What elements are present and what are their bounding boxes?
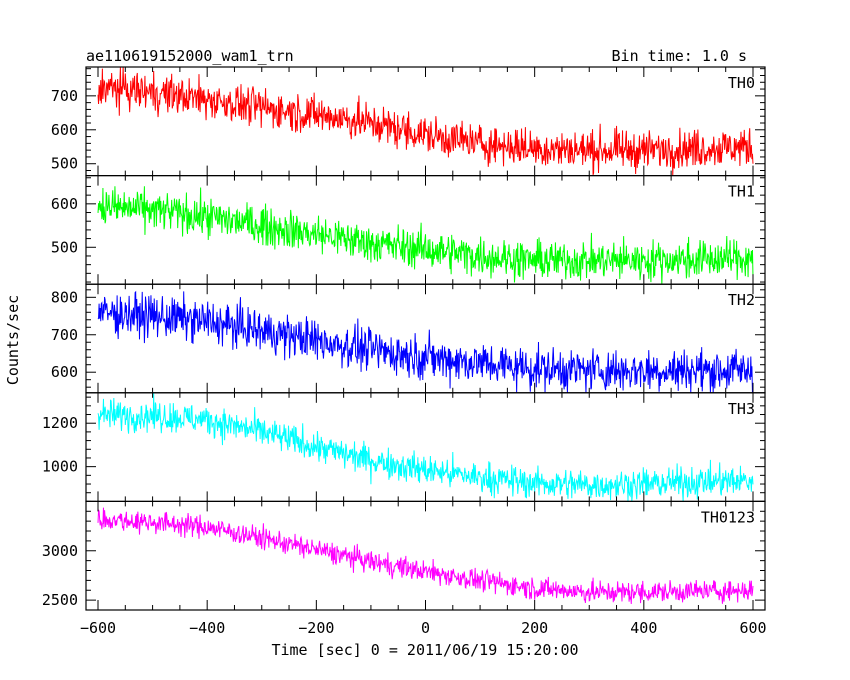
series-line-th1 [97, 186, 754, 285]
y-tick-label: 500 [51, 155, 78, 173]
panel-th2: 600 700 800 TH2 [51, 283, 766, 394]
x-tick-label: 600 [739, 619, 766, 637]
x-tick-label: −200 [298, 619, 334, 637]
y-tick-label: 1000 [42, 458, 78, 476]
y-tick-label: 3000 [42, 542, 78, 560]
series-line-th0123 [97, 507, 754, 605]
y-tick-label: 600 [51, 363, 78, 381]
panels-group: 500 600 700 TH0 500 600 TH1 600 700 800 TH2 1000 120… [42, 66, 766, 611]
x-tick-label: 0 [421, 619, 430, 637]
panel-th0123: 2500 3000 TH0123 [42, 500, 766, 611]
y-tick-label: 600 [51, 195, 78, 213]
y-tick-label: 500 [51, 238, 78, 256]
y-axis-label: Counts/sec [4, 295, 22, 385]
series-line-th0 [97, 66, 754, 176]
panel-label-th2: TH2 [728, 291, 755, 309]
x-tick-label: −600 [80, 619, 116, 637]
panel-th1: 500 600 TH1 [51, 175, 766, 285]
x-tick-label: 400 [630, 619, 657, 637]
x-tick-label: −400 [189, 619, 225, 637]
x-axis: −600 −400 −200 0 200 400 600 [80, 619, 767, 637]
panel-th0: 500 600 700 TH0 [51, 66, 766, 177]
y-tick-label: 2500 [42, 591, 78, 609]
figure-title: ae110619152000_wam1_trn [86, 47, 294, 65]
bin-time-label: Bin time: 1.0 s [612, 47, 747, 65]
x-tick-label: 200 [521, 619, 548, 637]
series-line-th3 [97, 393, 754, 502]
panel-label-th0: TH0 [728, 74, 755, 92]
panel-th3: 1000 1200 TH3 [42, 392, 766, 502]
y-tick-label: 700 [51, 326, 78, 344]
y-tick-label: 1200 [42, 414, 78, 432]
panel-label-th1: TH1 [728, 183, 755, 201]
y-tick-label: 800 [51, 288, 78, 306]
panel-label-th0123: TH0123 [701, 508, 755, 526]
y-tick-label: 700 [51, 87, 78, 105]
series-line-th2 [97, 290, 754, 393]
panel-frame [85, 283, 766, 394]
y-tick-label: 600 [51, 121, 78, 139]
panel-label-th3: TH3 [728, 400, 755, 418]
x-axis-label: Time [sec] 0 = 2011/06/19 15:20:00 [271, 641, 578, 659]
